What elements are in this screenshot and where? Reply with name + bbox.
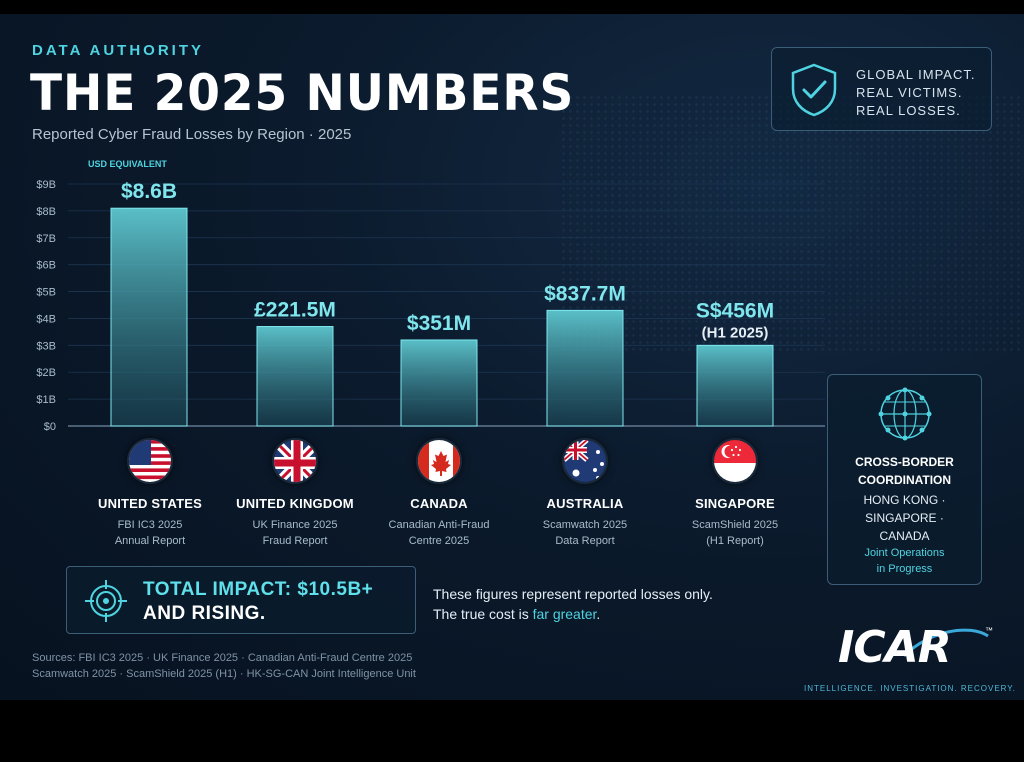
- y-unit-label: USD EQUIVALENT: [88, 159, 167, 169]
- source-line: UK Finance 2025: [252, 519, 338, 531]
- crosshair-target-icon: [85, 580, 127, 622]
- sources-footer: Sources: FBI IC3 2025 · UK Finance 2025 …: [32, 650, 416, 682]
- source-line: Centre 2025: [408, 535, 470, 547]
- country-name: SINGAPORE: [695, 496, 775, 511]
- impact-callout: GLOBAL IMPACT. REAL VICTIMS. REAL LOSSES…: [771, 47, 992, 131]
- shield-check-icon: [791, 63, 837, 117]
- y-tick-label: $4B: [36, 313, 56, 325]
- coordination-member: HONG KONG ·: [863, 493, 946, 507]
- y-tick-label: $5B: [36, 287, 56, 299]
- page-title: THE 2025 NUMBERS: [30, 64, 575, 122]
- source-line: FBI IC3 2025: [117, 519, 183, 531]
- y-tick-label: $0: [44, 421, 56, 433]
- coordination-member: CANADA: [879, 529, 930, 543]
- bar: [696, 344, 774, 427]
- callout-line-2: REAL VICTIMS.: [856, 85, 963, 100]
- y-tick-label: $8B: [36, 206, 56, 218]
- source-line: Scamwatch 2025: [542, 519, 628, 531]
- data-label: $351M: [407, 312, 471, 335]
- page-subtitle: Reported Cyber Fraud Losses by Region · …: [32, 126, 352, 143]
- y-tick-label: $7B: [36, 233, 56, 245]
- globe-network-icon: [878, 387, 932, 441]
- country-name: CANADA: [410, 496, 468, 511]
- eyebrow-label: DATA AUTHORITY: [32, 42, 204, 59]
- bar-chart: USD EQUIVALENT $0 $1B $2B $3B $4B $5B $6B $7B $8B…: [36, 159, 825, 433]
- y-tick-label: $2B: [36, 367, 56, 379]
- us-flag-icon: [127, 438, 173, 484]
- bar: [256, 326, 334, 427]
- world-map-dots: [560, 94, 1020, 354]
- data-label: $8.6B: [121, 180, 177, 203]
- coordination-heading-2: COORDINATION: [857, 473, 952, 487]
- infographic-panel: DATA AUTHORITY THE 2025 NUMBERS Reported…: [0, 14, 1024, 700]
- data-label: $837.7M: [544, 282, 626, 305]
- cross-border-panel: CROSS-BORDER COORDINATION HONG KONG · SI…: [827, 374, 982, 585]
- disclaimer-note: These figures represent reported losses …: [433, 584, 713, 624]
- bar: [110, 207, 188, 427]
- source-line: Fraud Report: [262, 535, 328, 547]
- y-tick-label: $1B: [36, 394, 56, 406]
- canada-flag-icon: [416, 438, 462, 484]
- sources-line-2: Scamwatch 2025 · ScamShield 2025 (H1) · …: [32, 668, 416, 680]
- callout-line-1: GLOBAL IMPACT.: [856, 67, 976, 82]
- country-singapore: SINGAPORE ScamShield 2025 (H1 Report): [665, 438, 805, 549]
- source-line: ScamShield 2025: [691, 519, 779, 531]
- note-line-2: The true cost is far greater.: [433, 606, 601, 622]
- uk-flag-icon: [272, 438, 318, 484]
- data-label: £221.5M: [254, 299, 336, 322]
- callout-line-3: REAL LOSSES.: [856, 103, 961, 118]
- country-united-kingdom: UNITED KINGDOM UK Finance 2025 Fraud Rep…: [225, 438, 365, 549]
- coordination-status: Joint Operations: [864, 547, 945, 559]
- data-sublabel: (H1 2025): [702, 324, 769, 341]
- trademark-symbol: ™: [985, 626, 993, 635]
- bar: [400, 339, 478, 427]
- data-label: S$456M: [696, 299, 774, 322]
- y-tick-label: $6B: [36, 260, 56, 272]
- source-line: Canadian Anti-Fraud: [388, 519, 490, 531]
- country-australia: AUSTRALIA Scamwatch 2025 Data Report: [515, 438, 655, 549]
- total-impact-trend: AND RISING.: [143, 603, 266, 624]
- note-line-1: These figures represent reported losses …: [433, 586, 713, 602]
- coordination-member: SINGAPORE ·: [865, 511, 944, 525]
- source-line: (H1 Report): [706, 535, 764, 547]
- sources-line-1: Sources: FBI IC3 2025 · UK Finance 2025 …: [32, 652, 413, 664]
- singapore-flag-icon: [712, 438, 758, 484]
- source-line: Annual Report: [114, 535, 186, 547]
- brand-tagline: INTELLIGENCE. INVESTIGATION. RECOVERY.: [804, 684, 1016, 693]
- logo-swoosh-icon: [902, 628, 989, 658]
- country-name: AUSTRALIA: [546, 496, 624, 511]
- country-name: UNITED STATES: [98, 496, 202, 511]
- country-canada: CANADA Canadian Anti-Fraud Centre 2025: [369, 438, 509, 549]
- bar: [546, 309, 624, 427]
- icar-logo: ICAR: [838, 622, 952, 673]
- coordination-status: in Progress: [876, 563, 933, 575]
- y-tick-label: $3B: [36, 340, 56, 352]
- country-name: UNITED KINGDOM: [236, 496, 354, 511]
- australia-flag-icon: [562, 438, 608, 484]
- source-line: Data Report: [555, 535, 615, 547]
- total-impact-value: TOTAL IMPACT: $10.5B+: [143, 579, 374, 600]
- total-impact-box: TOTAL IMPACT: $10.5B+ AND RISING.: [66, 566, 416, 634]
- note-highlight: far greater: [532, 606, 597, 622]
- coordination-heading-1: CROSS-BORDER: [855, 455, 954, 469]
- y-tick-label: $9B: [36, 179, 56, 191]
- country-united-states: UNITED STATES FBI IC3 2025 Annual Report: [80, 438, 220, 549]
